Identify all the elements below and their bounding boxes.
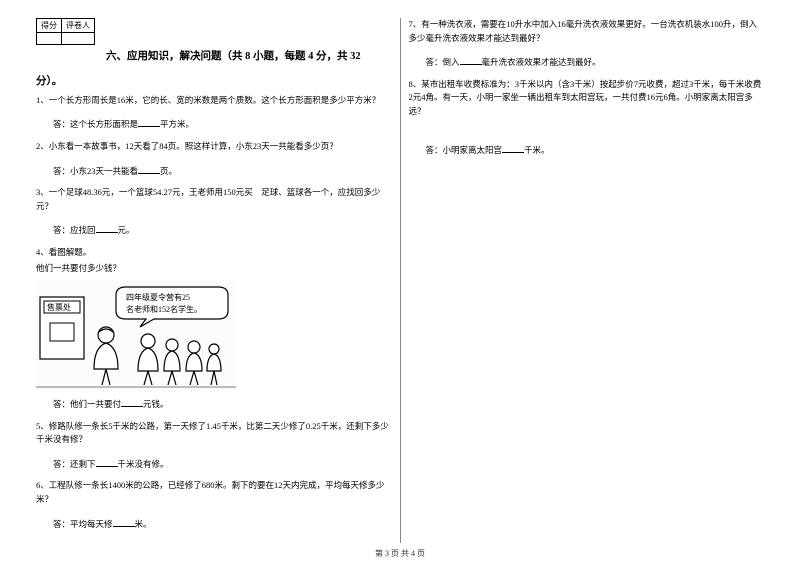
a5: 答：还剩下 千米没有修。 [36,457,392,472]
q5: 5、修路队修一条长5千米的公路，第一天修了1.45千米，比第二天少修了0.25千… [36,420,392,447]
a5-pre: 答：还剩下 [53,459,96,469]
q1: 1、一个长方形周长是16米，它的长、宽的米数是两个质数。这个长方形面积是多少平方… [36,94,392,108]
a2-pre: 答：小东23天一共能看 [53,166,138,176]
right-column: 7、有一种洗衣液，需要在10升水中加入16毫升洗衣液效果更好。一台洗衣机装水10… [401,18,773,543]
sign-text: 售票处 [47,302,71,312]
blank [113,517,135,527]
q2: 2、小东看一本故事书，12天看了84页。照这样计算，小东23天一共能看多少页？ [36,140,392,154]
a3-pre: 答：应找回 [53,225,96,235]
a4-suf: 元钱。 [143,399,169,409]
a3: 答：应找回 元。 [36,223,392,238]
a8-pre: 答：小明家离太阳宫 [426,145,503,155]
score-cell-1: 得分 [37,19,62,33]
section-title: 六、应用知识，解决问题（共 8 小题，每题 4 分，共 32 [36,49,392,65]
a1-suf: 平方米。 [160,119,194,129]
q4-sub: 他们一共要付多少钱？ [36,262,392,276]
q3: 3、一个足球48.36元，一个篮球54.27元，王老师用150元买 足球、篮球各… [36,186,392,213]
q6: 6、工程队修一条长1400米的公路，已经修了680米。剩下的要在12天内完成，平… [36,479,392,506]
q7: 7、有一种洗衣液，需要在10升水中加入16毫升洗衣液效果更好。一台洗衣机装水10… [409,18,765,45]
page-footer: 第 3 页 共 4 页 [0,548,800,559]
score-blank-2 [62,33,95,45]
a2-suf: 页。 [160,166,177,176]
a7-pre: 答：倒入 [426,57,460,67]
score-blank-1 [37,33,62,45]
score-table: 得分 评卷人 [36,18,95,45]
blank [138,117,160,127]
blank [138,164,160,174]
blank [460,55,482,65]
a7-suf: 毫升洗衣液效果才能达到最好。 [482,57,601,67]
a1: 答：这个长方形面积是 平方米。 [36,117,392,132]
bubble-line1: 四年级夏令营有25 [126,292,190,302]
page: 得分 评卷人 六、应用知识，解决问题（共 8 小题，每题 4 分，共 32 分）… [0,0,800,565]
section-cont: 分）。 [36,73,392,88]
a8-suf: 千米。 [524,145,550,155]
score-cell-2: 评卷人 [62,19,95,33]
a4-pre: 答：他们一共要付 [53,399,121,409]
a6: 答：平均每天修 米。 [36,517,392,532]
blank [96,223,118,233]
left-column: 得分 评卷人 六、应用知识，解决问题（共 8 小题，每题 4 分，共 32 分）… [28,18,401,543]
a7: 答：倒入 毫升洗衣液效果才能达到最好。 [409,55,765,70]
a6-pre: 答：平均每天修 [53,519,113,529]
a6-suf: 米。 [135,519,152,529]
a2: 答：小东23天一共能看 页。 [36,164,392,179]
a1-pre: 答：这个长方形面积是 [53,119,138,129]
a8: 答：小明家离太阳宫 千米。 [409,143,765,158]
bubble-line2: 名老师和152名学生。 [126,304,202,314]
a5-suf: 千米没有修。 [118,459,169,469]
illustration-svg: 售票处 四年级夏令营有25 名老师和152名学生。 [36,281,236,391]
a3-suf: 元。 [118,225,135,235]
blank [502,143,524,153]
q4: 4、看图解题。 [36,246,392,260]
a4: 答：他们一共要付 元钱。 [36,397,392,412]
blank [96,457,118,467]
q8: 8、某市出租车收费标准为：3千米以内（含3千米）按起步价7元收费，超过3千米，每… [409,78,765,119]
blank [121,397,143,407]
illustration: 售票处 四年级夏令营有25 名老师和152名学生。 [36,281,236,391]
